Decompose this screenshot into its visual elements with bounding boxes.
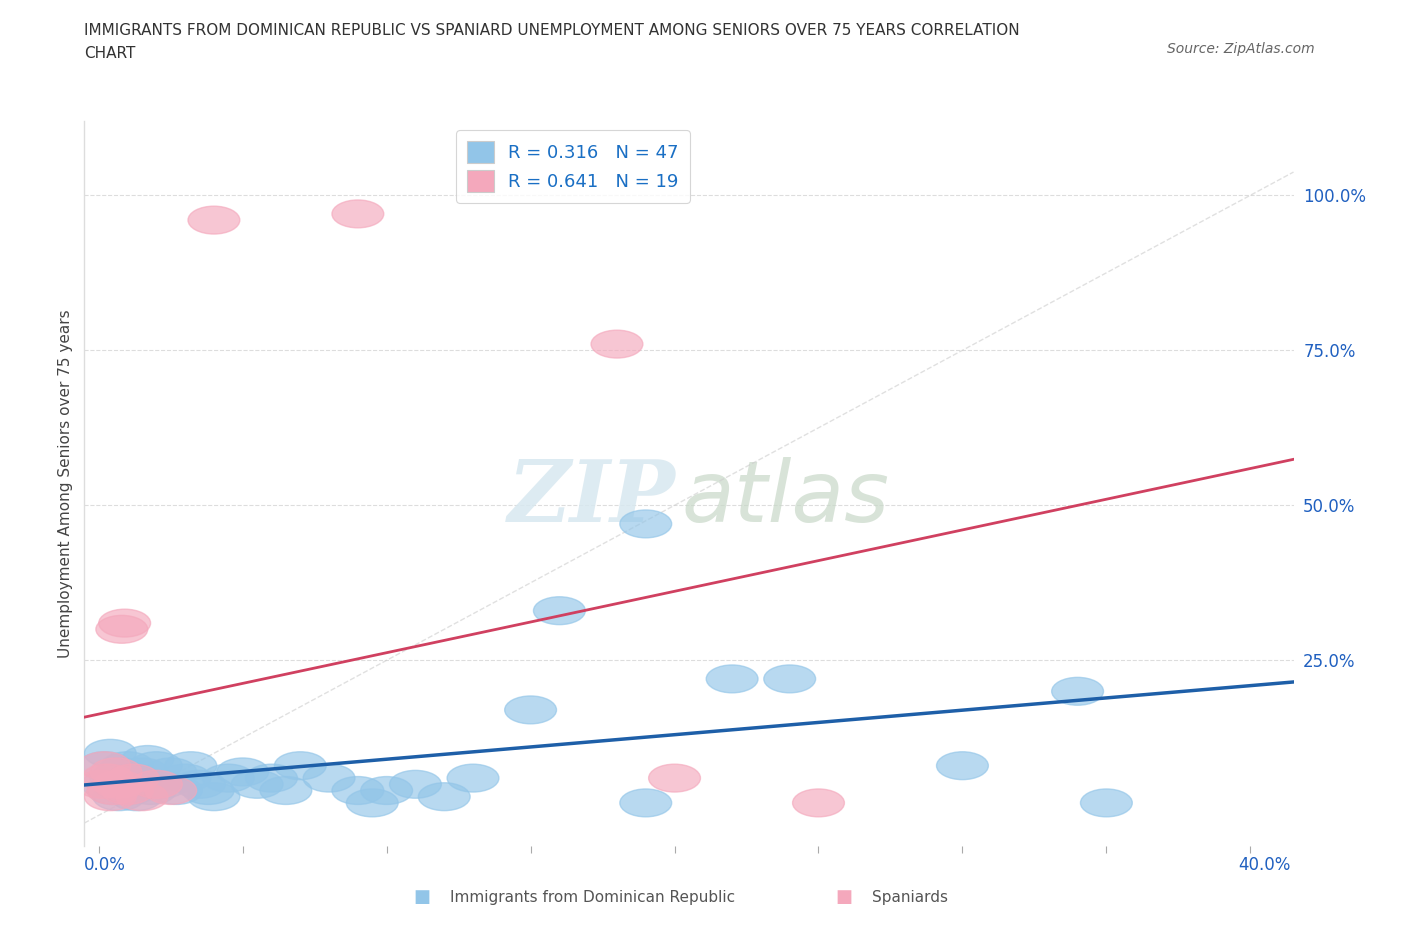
Text: Immigrants from Dominican Republic: Immigrants from Dominican Republic: [450, 890, 735, 905]
Ellipse shape: [110, 783, 162, 811]
Ellipse shape: [93, 783, 145, 811]
Ellipse shape: [131, 751, 183, 779]
Ellipse shape: [447, 764, 499, 792]
Ellipse shape: [107, 764, 159, 792]
Ellipse shape: [93, 770, 145, 798]
Ellipse shape: [763, 665, 815, 693]
Ellipse shape: [165, 751, 217, 779]
Ellipse shape: [96, 758, 148, 786]
Text: Source: ZipAtlas.com: Source: ZipAtlas.com: [1167, 42, 1315, 56]
Ellipse shape: [79, 751, 131, 779]
Text: ZIP: ZIP: [509, 457, 676, 539]
Ellipse shape: [183, 777, 233, 804]
Ellipse shape: [122, 746, 173, 774]
Text: 40.0%: 40.0%: [1239, 856, 1291, 873]
Ellipse shape: [346, 789, 398, 817]
Ellipse shape: [620, 510, 672, 538]
Text: ■: ■: [835, 888, 852, 907]
Text: IMMIGRANTS FROM DOMINICAN REPUBLIC VS SPANIARD UNEMPLOYMENT AMONG SENIORS OVER 7: IMMIGRANTS FROM DOMINICAN REPUBLIC VS SP…: [84, 23, 1019, 38]
Ellipse shape: [361, 777, 412, 804]
Ellipse shape: [936, 751, 988, 779]
Ellipse shape: [98, 770, 150, 798]
Ellipse shape: [96, 616, 148, 644]
Ellipse shape: [98, 609, 150, 637]
Ellipse shape: [620, 789, 672, 817]
Ellipse shape: [304, 764, 354, 792]
Ellipse shape: [202, 764, 254, 792]
Ellipse shape: [389, 770, 441, 798]
Text: ■: ■: [413, 888, 430, 907]
Ellipse shape: [136, 770, 188, 798]
Ellipse shape: [117, 783, 167, 811]
Ellipse shape: [706, 665, 758, 693]
Ellipse shape: [1080, 789, 1132, 817]
Ellipse shape: [188, 783, 240, 811]
Ellipse shape: [332, 200, 384, 228]
Ellipse shape: [90, 764, 142, 792]
Ellipse shape: [145, 777, 197, 804]
Ellipse shape: [120, 770, 170, 798]
Ellipse shape: [217, 758, 269, 786]
Ellipse shape: [104, 777, 156, 804]
Ellipse shape: [274, 751, 326, 779]
Ellipse shape: [117, 758, 167, 786]
Ellipse shape: [188, 206, 240, 234]
Ellipse shape: [159, 764, 211, 792]
Ellipse shape: [246, 764, 298, 792]
Ellipse shape: [591, 330, 643, 358]
Ellipse shape: [101, 777, 153, 804]
Ellipse shape: [260, 777, 312, 804]
Ellipse shape: [90, 758, 142, 786]
Text: CHART: CHART: [84, 46, 136, 61]
Ellipse shape: [145, 758, 197, 786]
Ellipse shape: [101, 751, 153, 779]
Y-axis label: Unemployment Among Seniors over 75 years: Unemployment Among Seniors over 75 years: [58, 310, 73, 658]
Legend: R = 0.316   N = 47, R = 0.641   N = 19: R = 0.316 N = 47, R = 0.641 N = 19: [456, 130, 690, 203]
Text: Spaniards: Spaniards: [872, 890, 948, 905]
Ellipse shape: [87, 777, 139, 804]
Ellipse shape: [173, 770, 225, 798]
Text: atlas: atlas: [682, 457, 890, 539]
Ellipse shape: [150, 777, 202, 804]
Ellipse shape: [84, 739, 136, 767]
Ellipse shape: [84, 783, 136, 811]
Ellipse shape: [505, 696, 557, 724]
Ellipse shape: [648, 764, 700, 792]
Ellipse shape: [419, 783, 470, 811]
Ellipse shape: [533, 597, 585, 625]
Ellipse shape: [131, 770, 183, 798]
Ellipse shape: [125, 777, 177, 804]
Ellipse shape: [82, 770, 134, 798]
Ellipse shape: [793, 789, 845, 817]
Ellipse shape: [231, 770, 283, 798]
Ellipse shape: [87, 777, 139, 804]
Ellipse shape: [76, 770, 128, 798]
Text: 0.0%: 0.0%: [84, 856, 127, 873]
Ellipse shape: [332, 777, 384, 804]
Ellipse shape: [107, 764, 159, 792]
Ellipse shape: [82, 764, 134, 792]
Ellipse shape: [1052, 677, 1104, 705]
Ellipse shape: [79, 751, 131, 779]
